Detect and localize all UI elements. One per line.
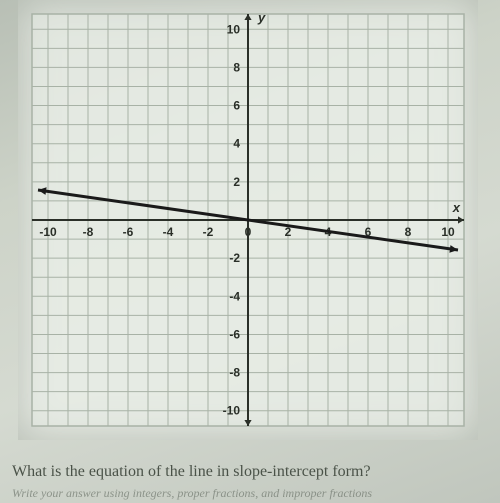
svg-text:6: 6	[233, 99, 240, 113]
question-text: What is the equation of the line in slop…	[12, 463, 371, 481]
svg-text:10: 10	[227, 22, 241, 36]
svg-text:-8: -8	[83, 225, 94, 239]
svg-text:0: 0	[245, 225, 252, 239]
coordinate-graph: -10-8-6-4-20246810-10-8-6-4-2246810xy	[18, 0, 478, 440]
svg-text:y: y	[257, 10, 266, 25]
svg-text:-6: -6	[123, 225, 134, 239]
svg-text:8: 8	[405, 225, 412, 239]
svg-text:-10: -10	[223, 404, 241, 418]
svg-text:-2: -2	[229, 251, 240, 265]
svg-text:2: 2	[233, 175, 240, 189]
svg-text:-10: -10	[39, 225, 57, 239]
svg-text:-4: -4	[163, 225, 174, 239]
svg-text:-8: -8	[229, 366, 240, 380]
svg-text:8: 8	[233, 60, 240, 74]
screenshot-frame: -10-8-6-4-20246810-10-8-6-4-2246810xy Wh…	[0, 0, 500, 503]
svg-text:10: 10	[441, 225, 455, 239]
svg-text:-4: -4	[229, 289, 240, 303]
answer-instructions: Write your answer using integers, proper…	[12, 486, 372, 501]
svg-text:-6: -6	[229, 327, 240, 341]
svg-text:4: 4	[233, 137, 240, 151]
svg-text:x: x	[452, 200, 461, 215]
svg-text:-2: -2	[203, 225, 214, 239]
